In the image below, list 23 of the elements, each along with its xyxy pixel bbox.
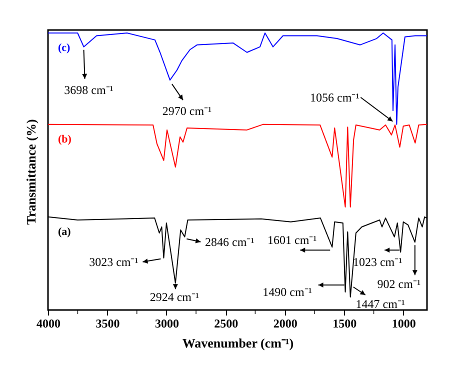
x-tick-label: 3500: [96, 316, 120, 330]
series-label: (a): [58, 226, 72, 238]
annotation: 902 cm⁻¹: [377, 277, 421, 292]
annotation: 1490 cm⁻¹: [262, 284, 312, 299]
x-tick-label: 2000: [273, 316, 298, 330]
series-label: (c): [58, 42, 71, 54]
x-tick-label: 3000: [154, 316, 179, 330]
series-label: (b): [58, 133, 72, 146]
x-tick-label: 1500: [332, 316, 357, 330]
x-tick-label: 2500: [214, 316, 238, 330]
x-tick-label: 4000: [36, 316, 60, 330]
annotation: 1447 cm⁻¹: [356, 296, 406, 311]
annotation: 1601 cm⁻¹: [268, 233, 318, 248]
annotation: 1023 cm⁻¹: [352, 255, 403, 270]
y-axis-title: Transmittance (%): [24, 119, 38, 225]
annotation: 2924 cm⁻¹: [150, 290, 200, 304]
annotation: 2846 cm⁻¹: [205, 234, 255, 249]
annotation: 3698 cm⁻¹: [64, 82, 114, 97]
annotation: 2970 cm⁻¹: [162, 104, 212, 118]
annotation: 3023 cm⁻¹: [89, 254, 139, 269]
x-axis-title: Wavenumber (cm⁻¹): [182, 336, 294, 350]
annotation: 1056 cm⁻¹: [310, 90, 360, 104]
x-tick-label: 1000: [392, 316, 416, 330]
